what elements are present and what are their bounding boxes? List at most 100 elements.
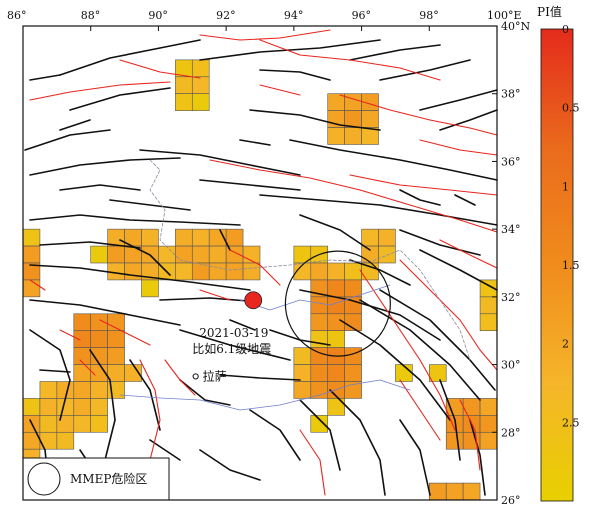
fault-line-black: [454, 194, 476, 206]
fault-line-black: [439, 379, 461, 461]
fault-line-red: [199, 29, 331, 41]
lat-tick-label: 38°: [501, 88, 521, 101]
river-line: [119, 379, 411, 411]
fault-line-black: [69, 87, 171, 111]
pi-cell: [293, 364, 312, 382]
fault-line-black: [349, 44, 441, 61]
fault-line-black: [399, 189, 441, 206]
fault-line-black: [399, 229, 481, 256]
pi-cell: [141, 279, 159, 298]
pi-cell: [22, 245, 41, 264]
fault-line-black: [109, 199, 191, 211]
pi-cell: [479, 431, 498, 450]
fault-line-black: [219, 229, 231, 251]
fault-line-black: [29, 74, 61, 81]
pi-cell: [327, 93, 345, 111]
pi-cell: [242, 262, 261, 281]
fault-line-black: [129, 359, 161, 431]
event-date: 2021-03-19: [199, 326, 268, 340]
pi-cell: [479, 313, 498, 332]
pi-cell: [310, 262, 329, 281]
fault-line-black: [89, 349, 116, 461]
fault-line-red: [29, 81, 171, 101]
fault-line-black: [419, 249, 498, 291]
colorbar-bar: [540, 28, 574, 502]
fault-line-red: [439, 239, 498, 269]
pi-cell: [107, 228, 125, 247]
legend-box: [22, 457, 170, 501]
pi-cell: [327, 364, 345, 382]
lon-tick-label: 88°: [81, 9, 101, 22]
lon-tick-label: 92°: [216, 9, 236, 22]
pi-cell: [479, 296, 498, 315]
fault-line-red: [164, 359, 196, 396]
pi-cell: [378, 228, 396, 247]
pi-cell: [22, 228, 41, 247]
pi-cell: [39, 381, 58, 399]
fault-line-black: [469, 419, 486, 496]
pi-cell: [293, 347, 312, 365]
province-border: [149, 159, 471, 361]
fault-line-red: [349, 174, 498, 196]
fault-line-black: [199, 179, 301, 191]
pi-cell: [208, 245, 227, 264]
pi-cell: [191, 245, 210, 264]
lat-tick-label: 32°: [501, 291, 521, 304]
pi-cell: [310, 415, 329, 433]
fault-line-red: [139, 359, 161, 461]
pi-cell: [175, 245, 193, 264]
pi-cell: [22, 279, 41, 298]
pi-cell: [344, 364, 362, 382]
fault-line-black: [199, 39, 381, 61]
pi-cell: [378, 245, 396, 264]
pi-cell: [395, 364, 413, 382]
pi-cell: [310, 330, 329, 348]
fault-line-black: [259, 194, 498, 226]
pi-cell: [293, 381, 312, 399]
pi-cell: [90, 245, 108, 264]
fault-line-red: [259, 39, 441, 81]
pi-cell: [225, 262, 244, 281]
pi-cell: [73, 398, 92, 416]
fault-line-red: [339, 94, 498, 136]
colorbar-tick-label: 1: [562, 180, 569, 193]
pi-cell: [73, 364, 92, 382]
pi-cell: [327, 398, 345, 416]
fault-line-black: [24, 129, 111, 151]
pi-cell: [158, 245, 176, 264]
fault-line-black: [259, 69, 331, 81]
city-marker: [192, 373, 199, 380]
fault-line-black: [329, 389, 386, 496]
fault-line-black: [119, 239, 171, 276]
fault-line-black: [439, 109, 498, 131]
fault-line-red: [459, 399, 481, 471]
fault-line-red: [399, 379, 441, 441]
pi-cell: [361, 127, 379, 145]
colorbar-title: PI值: [537, 4, 562, 19]
pi-cell: [479, 398, 498, 416]
lat-tick-label: 34°: [501, 223, 521, 236]
fault-line-black: [59, 184, 141, 191]
pi-cell: [73, 381, 92, 399]
pi-cell: [175, 228, 193, 247]
pi-cell: [310, 364, 329, 382]
fault-line-black: [29, 157, 181, 176]
pi-cell: [90, 398, 108, 416]
colorbar-tick-label: 0: [562, 23, 569, 36]
pi-cell: [225, 228, 244, 247]
lon-tick-label: 90°: [148, 9, 168, 22]
fault-line-black: [29, 214, 241, 226]
pi-cell: [344, 110, 362, 128]
fault-line-black: [399, 419, 431, 496]
pi-cell: [56, 431, 75, 450]
pi-cell: [73, 313, 92, 332]
fault-line-red: [29, 279, 46, 291]
fault-line-black: [349, 259, 411, 286]
fault-line-red: [259, 84, 301, 96]
pi-cell: [445, 431, 464, 450]
fault-line-red: [299, 429, 326, 496]
fault-line-red: [99, 319, 151, 346]
fault-line-black: [179, 329, 291, 361]
